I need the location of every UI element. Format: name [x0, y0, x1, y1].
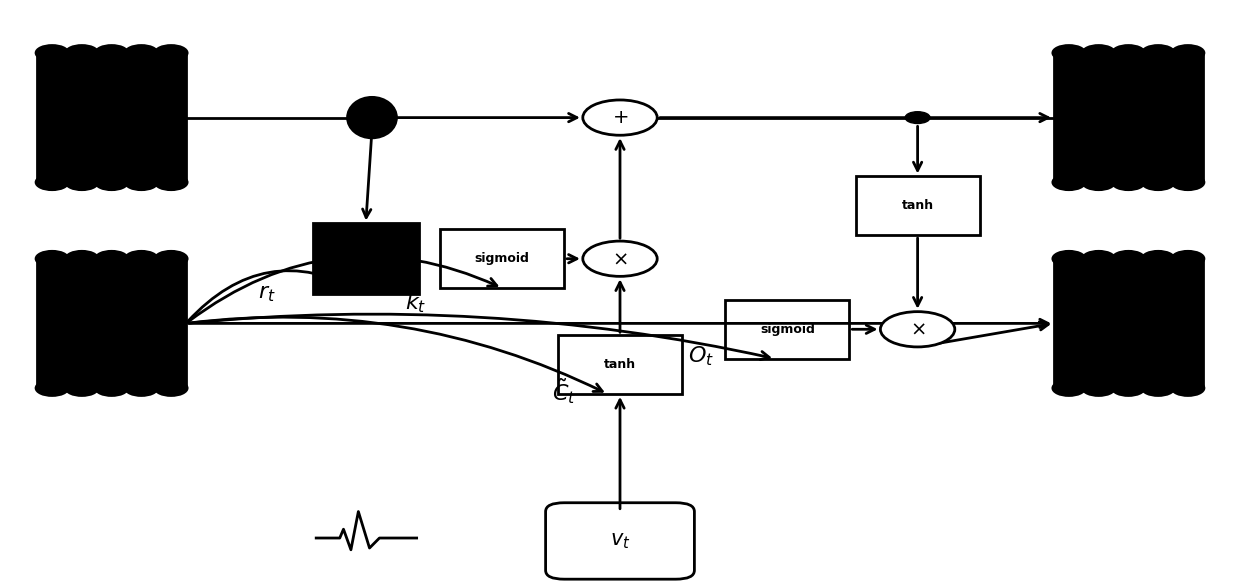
Bar	[1054, 259, 1203, 388]
Circle shape	[125, 251, 157, 266]
Circle shape	[1142, 251, 1174, 266]
Bar	[440, 229, 564, 288]
Circle shape	[66, 380, 98, 396]
Circle shape	[36, 380, 68, 396]
Circle shape	[95, 251, 128, 266]
Bar	[37, 259, 186, 388]
Circle shape	[1083, 175, 1115, 190]
Bar	[725, 300, 849, 359]
Text: $O_t$: $O_t$	[687, 344, 714, 368]
Text: $\times$: $\times$	[613, 249, 627, 268]
Circle shape	[1083, 380, 1115, 396]
Circle shape	[1083, 45, 1115, 61]
Circle shape	[1172, 175, 1204, 190]
Text: $v_t$: $v_t$	[610, 531, 630, 551]
Circle shape	[155, 251, 187, 266]
Circle shape	[1053, 45, 1085, 61]
Circle shape	[583, 241, 657, 276]
Text: $+$: $+$	[611, 108, 629, 127]
Text: $r_t$: $r_t$	[258, 284, 275, 304]
Circle shape	[905, 112, 930, 123]
Text: sigmoid: sigmoid	[760, 323, 815, 336]
Circle shape	[1142, 380, 1174, 396]
FancyBboxPatch shape	[546, 503, 694, 579]
Circle shape	[1172, 380, 1204, 396]
Bar	[37, 53, 186, 182]
Bar	[558, 335, 682, 394]
Circle shape	[36, 251, 68, 266]
Circle shape	[1083, 251, 1115, 266]
Text: $k_t$: $k_t$	[404, 291, 427, 315]
Circle shape	[95, 380, 128, 396]
Circle shape	[36, 175, 68, 190]
Circle shape	[66, 45, 98, 61]
Circle shape	[1172, 45, 1204, 61]
Circle shape	[125, 175, 157, 190]
Circle shape	[1112, 251, 1145, 266]
Text: sigmoid: sigmoid	[475, 252, 529, 265]
Circle shape	[66, 251, 98, 266]
Circle shape	[155, 45, 187, 61]
Text: $\tilde{C}_t$: $\tilde{C}_t$	[552, 376, 577, 406]
Circle shape	[1112, 380, 1145, 396]
Circle shape	[880, 312, 955, 347]
Bar	[312, 223, 419, 294]
Bar	[1054, 53, 1203, 182]
Circle shape	[1172, 251, 1204, 266]
Circle shape	[583, 100, 657, 135]
Circle shape	[155, 380, 187, 396]
Bar	[37, 53, 186, 182]
Circle shape	[95, 45, 128, 61]
Bar	[856, 176, 980, 235]
Circle shape	[1112, 45, 1145, 61]
Bar	[1054, 53, 1203, 182]
Bar	[37, 259, 186, 388]
Text: tanh: tanh	[604, 358, 636, 371]
Text: $\times$: $\times$	[910, 320, 925, 339]
Circle shape	[1142, 175, 1174, 190]
Ellipse shape	[347, 97, 397, 138]
Circle shape	[155, 175, 187, 190]
Circle shape	[1112, 175, 1145, 190]
Circle shape	[125, 380, 157, 396]
Circle shape	[36, 45, 68, 61]
Circle shape	[1053, 380, 1085, 396]
Text: tanh: tanh	[901, 199, 934, 212]
Circle shape	[95, 175, 128, 190]
Circle shape	[1053, 251, 1085, 266]
Circle shape	[66, 175, 98, 190]
Circle shape	[1053, 175, 1085, 190]
Circle shape	[125, 45, 157, 61]
Circle shape	[1142, 45, 1174, 61]
Bar	[1054, 259, 1203, 388]
